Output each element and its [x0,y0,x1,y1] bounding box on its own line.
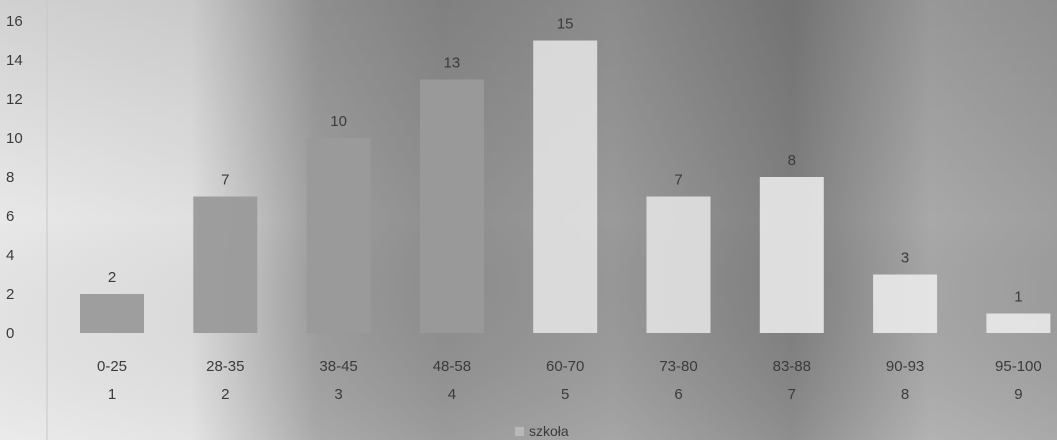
data-label: 7 [221,172,229,189]
y-tick-label: 14 [6,52,23,69]
data-label: 15 [557,16,574,33]
legend: szkoła [515,423,569,439]
y-tick-label: 8 [6,169,14,186]
x-tick-index-label: 5 [561,386,569,403]
data-label: 2 [108,269,116,286]
bar [419,79,484,333]
bar [873,274,938,333]
x-tick-label: 48-58 [433,358,471,375]
x-tick-index-label: 7 [788,386,796,403]
x-tick-index-label: 3 [334,386,342,403]
x-tick-index-label: 4 [448,386,456,403]
bar [759,177,824,333]
y-axis-ticks: 0 2 4 6 8 10 12 14 16 [6,13,23,342]
x-tick-label: 73-80 [659,358,697,375]
data-labels: 2 7 10 13 15 7 8 3 1 [108,16,1023,306]
x-tick-label: 83-88 [773,358,811,375]
x-tick-index-label: 1 [108,386,116,403]
bar [646,196,711,333]
data-label: 7 [674,172,682,189]
x-tick-index-label: 8 [901,386,909,403]
bars [80,40,1051,333]
data-label: 3 [901,250,909,267]
y-tick-label: 6 [6,208,14,225]
y-tick-label: 12 [6,91,23,108]
y-tick-label: 2 [6,286,14,303]
x-tick-label: 38-45 [319,358,357,375]
legend-label: szkoła [529,423,569,439]
data-label: 13 [444,55,461,72]
x-tick-index-label: 2 [221,386,229,403]
data-label: 8 [788,152,796,169]
x-tick-label: 90-93 [886,358,924,375]
x-tick-label: 95-100 [995,358,1042,375]
bar [986,313,1051,333]
x-axis-labels: 0-25 1 28-35 2 38-45 3 48-58 4 60-70 5 73-80 6 83-88… [97,358,1042,403]
bar [80,294,144,333]
x-tick-label: 28-35 [206,358,244,375]
legend-swatch [515,427,524,436]
data-label: 1 [1014,289,1022,306]
data-label: 10 [330,113,347,130]
y-tick-label: 10 [6,130,23,147]
bar [533,40,598,333]
x-tick-index-label: 9 [1014,386,1022,403]
x-tick-label: 0-25 [97,358,127,375]
y-tick-label: 16 [6,13,23,30]
y-tick-label: 0 [6,325,14,342]
bar [193,196,258,333]
bar [306,138,371,333]
y-tick-label: 4 [6,247,14,264]
x-tick-index-label: 6 [674,386,682,403]
x-tick-label: 60-70 [546,358,584,375]
